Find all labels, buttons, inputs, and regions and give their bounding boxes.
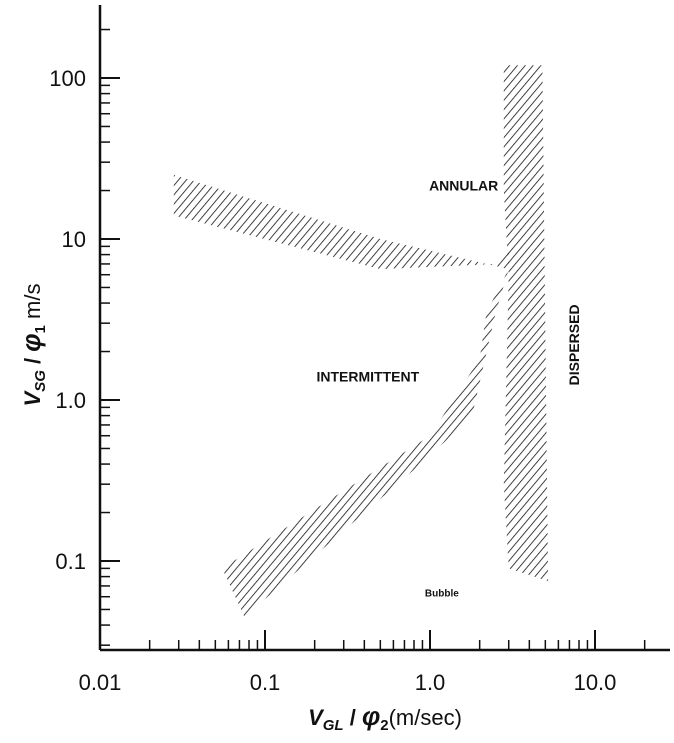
transition-band-intermittent-lower [222,269,509,617]
transition-band-annular-intermittent [173,174,509,270]
y-tick-label: 0.1 [55,549,86,574]
y-axis-title: VSG / φ1 m/s [16,284,49,407]
y-tick-label: 1.0 [55,388,86,413]
region-labels: ANNULAR INTERMITTENT DISPERSED Bubble [317,178,583,600]
x-tick-label: 0.01 [79,670,122,695]
transition-bands [173,65,549,617]
region-label-bubble: Bubble [425,589,459,600]
region-label-dispersed: DISPERSED [566,304,582,385]
x-tick-label: 10.0 [574,670,617,695]
transition-band-vertical-dispersed [503,65,549,582]
y-tick-label: 100 [49,66,86,91]
region-label-annular: ANNULAR [429,178,498,194]
y-tick-label: 10 [62,227,86,252]
x-ticks: 0.01 0.1 1.0 10.0 [79,630,646,695]
x-axis-title: VGL / φ2(m/sec) [308,701,462,734]
x-tick-label: 1.0 [415,670,446,695]
y-ticks: 0.1 1.0 10 100 [49,28,120,646]
x-tick-label: 0.1 [250,670,281,695]
region-label-intermittent: INTERMITTENT [317,369,420,385]
